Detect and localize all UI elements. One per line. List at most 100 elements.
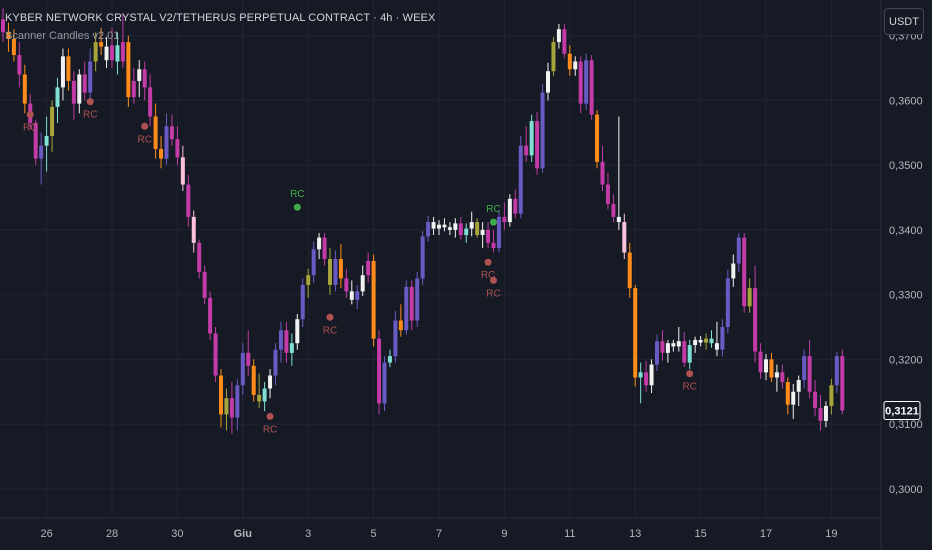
candle-body [638,372,643,378]
y-tick-label: 0,3200 [889,354,923,366]
candle-body [791,391,796,405]
candle-body [93,42,98,62]
candle-body [622,222,627,253]
candle-body [289,343,294,353]
candle-body [507,198,512,223]
signal-label: RC [481,270,495,281]
candle-body [437,224,441,229]
candle-body [371,260,376,339]
candle-body [649,364,654,386]
candle-body [317,237,322,250]
candle-body [682,341,687,363]
candle-body [665,343,670,353]
candle-body [518,145,523,214]
candle-body [148,87,153,117]
signal-dot [141,122,149,130]
candle-body [709,338,714,344]
candle-body [153,116,158,149]
candle-body [753,288,758,352]
candle-body [104,46,109,61]
signal-label: RC [83,110,97,121]
candle-body [551,42,556,72]
candle-body [50,106,55,136]
candle-body [338,259,343,279]
candle-body [720,326,725,350]
x-tick-label: 17 [760,528,772,540]
candle-body [284,330,289,353]
candle-body [546,71,550,93]
candle-body [224,398,229,415]
candle-body [556,29,561,43]
y-tick-label: 0,3000 [889,484,923,496]
last-price-badge [883,401,921,421]
candle-body [169,126,174,140]
y-tick-label: 0,3100 [889,419,923,431]
candle-body [175,139,180,158]
signal-dot [484,258,492,266]
candle-body [382,362,387,404]
symbol-title: KYBER NETWORK CRYSTAL V2/TETHERUS PERPET… [5,12,436,24]
candle-body [262,388,267,402]
candle-body [524,145,529,156]
candle-body [480,229,485,236]
candle-body [420,236,425,279]
x-tick-label: 9 [501,528,507,540]
x-tick-label: 3 [305,528,311,540]
candle-body [328,259,332,285]
x-tick-label: 5 [371,528,377,540]
candle-body [584,60,589,104]
candle-body [829,385,834,406]
candle-body [502,216,507,223]
candle-body [300,284,305,320]
candle-body [71,80,76,104]
candle-body [813,391,818,408]
candle-body [529,121,534,156]
candle-body [60,56,65,88]
candle-body [496,216,501,248]
candle-body [698,339,703,343]
signal-label: RC [263,424,277,435]
candle-body [447,227,452,230]
candle-body [229,398,234,418]
candle-body [747,288,752,307]
candle-body [725,278,730,327]
candle-body [611,203,616,217]
candle-body [442,224,447,228]
candle-body [573,61,578,70]
candle-body [655,341,659,365]
candle-body [360,275,365,292]
signal-label: RC [323,325,337,336]
candle-body [464,228,469,236]
signal-label: RC [486,288,500,299]
candle-body [33,123,38,159]
candle-body [39,145,44,159]
signal-label: RC [682,382,696,393]
candle-body [387,356,392,363]
candle-body [88,61,93,93]
candle-body [780,372,785,383]
currency-button[interactable]: USDT [884,8,924,35]
candle-body [246,352,251,366]
candle-body [785,382,790,405]
candle-body [235,385,240,418]
candle-body [562,29,567,54]
indicator-label[interactable]: Scanner Candles v2.01 [5,30,120,42]
candle-body [758,351,763,373]
signal-label: RC [23,123,37,134]
candle-body [115,45,120,62]
candle-body [268,375,273,389]
x-tick-label: Giu [234,528,252,540]
candle-body [458,223,463,236]
candle-body [251,365,256,395]
x-tick-label: 26 [40,528,52,540]
candle-body [660,341,665,353]
signal-dot [686,370,694,378]
candle-body [644,372,649,386]
candle-body [159,148,164,159]
candle-body [311,249,316,276]
candle-body [306,275,311,285]
signal-label: RC [290,189,304,200]
candle-body [55,87,60,107]
candle-body [616,216,621,223]
